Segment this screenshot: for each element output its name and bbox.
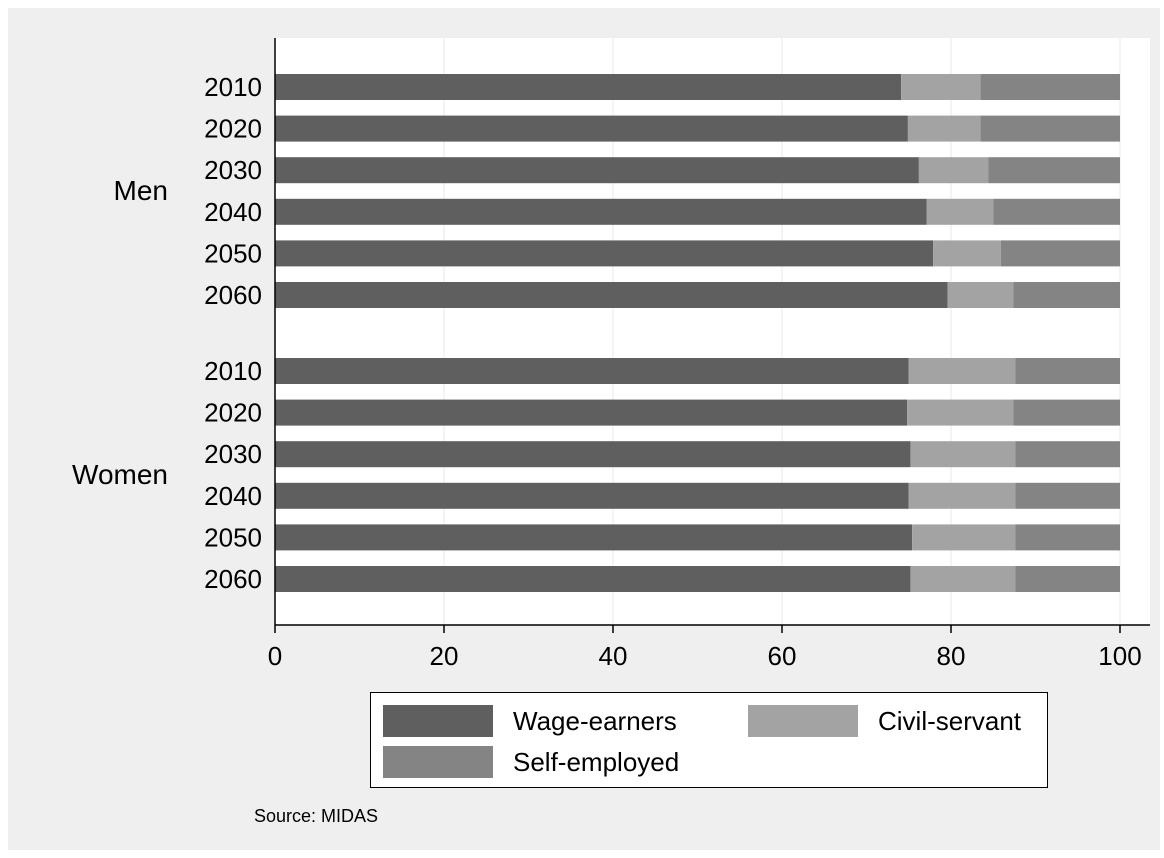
bar-women-2050-wage-earners	[275, 524, 913, 551]
bar-men-2040-wage-earners	[275, 198, 927, 225]
bar-men-2050-self-employed	[1000, 240, 1120, 267]
bar-women-2050-civil-servant	[912, 524, 1016, 551]
bar-men-2060-self-employed	[1013, 282, 1120, 308]
legend: Wage-earners Civil-servant Self-employed	[370, 692, 1048, 788]
bar-men-2010-civil-servant	[901, 74, 981, 100]
category-label-men-2030: 2030	[204, 155, 262, 185]
bar-women-2010-wage-earners	[275, 358, 909, 384]
bar-men-2060-wage-earners	[275, 282, 948, 308]
bar-women-2060-self-employed	[1015, 566, 1120, 592]
bar-women-2020-wage-earners	[275, 399, 908, 426]
x-tick-label-80: 80	[937, 641, 966, 671]
bar-women-2040-self-employed	[1015, 482, 1120, 509]
legend-swatch-self-employed	[383, 746, 493, 778]
x-tick-label-60: 60	[768, 641, 797, 671]
bar-women-2060-civil-servant	[910, 566, 1016, 592]
bar-men-2020-self-employed	[980, 115, 1120, 142]
category-label-men-2040: 2040	[204, 197, 262, 227]
legend-label-civil-servant: Civil-servant	[878, 705, 1022, 736]
group-label-men: Men	[114, 175, 168, 206]
bar-men-2030-civil-servant	[918, 157, 989, 184]
category-label-men-2060: 2060	[204, 280, 262, 310]
category-label-women-2030: 2030	[204, 439, 262, 469]
x-tick-label-100: 100	[1098, 641, 1141, 671]
category-label-women-2060: 2060	[204, 564, 262, 594]
source-note: Source: MIDAS	[254, 806, 379, 826]
legend-label-self-employed: Self-employed	[513, 746, 680, 777]
bar-women-2040-wage-earners	[275, 482, 909, 509]
bar-men-2050-wage-earners	[275, 240, 934, 267]
category-label-men-2050: 2050	[204, 238, 262, 268]
bar-women-2030-self-employed	[1015, 441, 1120, 468]
x-tick-label-20: 20	[430, 641, 459, 671]
category-label-women-2010: 2010	[204, 356, 262, 386]
category-label-women-2020: 2020	[204, 398, 262, 428]
bar-men-2030-wage-earners	[275, 157, 919, 184]
legend-swatch-civil-servant	[748, 705, 858, 737]
bar-women-2050-self-employed	[1015, 524, 1120, 551]
category-label-men-2010: 2010	[204, 72, 262, 102]
bar-men-2050-civil-servant	[933, 240, 1001, 267]
category-label-men-2020: 2020	[204, 114, 262, 144]
legend-item-self-employed: Self-employed	[383, 746, 679, 778]
bar-women-2010-civil-servant	[908, 358, 1016, 384]
bar-women-2060-wage-earners	[275, 566, 911, 592]
category-label-women-2050: 2050	[204, 522, 262, 552]
bar-men-2030-self-employed	[988, 157, 1120, 184]
bar-men-2060-civil-servant	[947, 282, 1014, 308]
category-label-women-2040: 2040	[204, 481, 262, 511]
bar-men-2040-self-employed	[993, 198, 1120, 225]
bar-women-2040-civil-servant	[908, 482, 1016, 509]
bar-women-2020-civil-servant	[907, 399, 1014, 426]
bar-men-2010-self-employed	[980, 74, 1120, 100]
bar-women-2020-self-employed	[1013, 399, 1120, 426]
bar-women-2030-wage-earners	[275, 441, 911, 468]
x-tick-label-0: 0	[268, 641, 282, 671]
bar-men-2010-wage-earners	[275, 74, 902, 100]
legend-item-wage-earners: Wage-earners	[383, 705, 677, 737]
bar-men-2020-wage-earners	[275, 115, 908, 142]
bar-men-2020-civil-servant	[907, 115, 981, 142]
bar-women-2010-self-employed	[1015, 358, 1120, 384]
x-tick-label-40: 40	[599, 641, 628, 671]
bar-men-2040-civil-servant	[926, 198, 994, 225]
bar-women-2030-civil-servant	[910, 441, 1016, 468]
legend-label-wage-earners: Wage-earners	[513, 705, 677, 736]
group-label-women: Women	[72, 459, 168, 490]
legend-swatch-wage-earners	[383, 705, 493, 737]
legend-item-civil-servant: Civil-servant	[748, 705, 1021, 737]
